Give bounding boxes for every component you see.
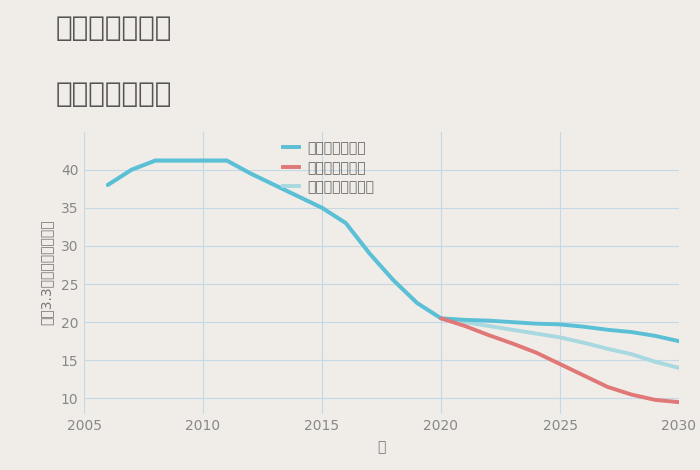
Y-axis label: 坪（3.3㎡）単価（万円）: 坪（3.3㎡）単価（万円） bbox=[40, 220, 54, 325]
Text: 兵庫県大塩駅の: 兵庫県大塩駅の bbox=[56, 14, 172, 42]
X-axis label: 年: 年 bbox=[377, 440, 386, 454]
Legend: グッドシナリオ, バッドシナリオ, ノーマルシナリオ: グッドシナリオ, バッドシナリオ, ノーマルシナリオ bbox=[283, 141, 374, 195]
Text: 土地の価格推移: 土地の価格推移 bbox=[56, 80, 172, 108]
